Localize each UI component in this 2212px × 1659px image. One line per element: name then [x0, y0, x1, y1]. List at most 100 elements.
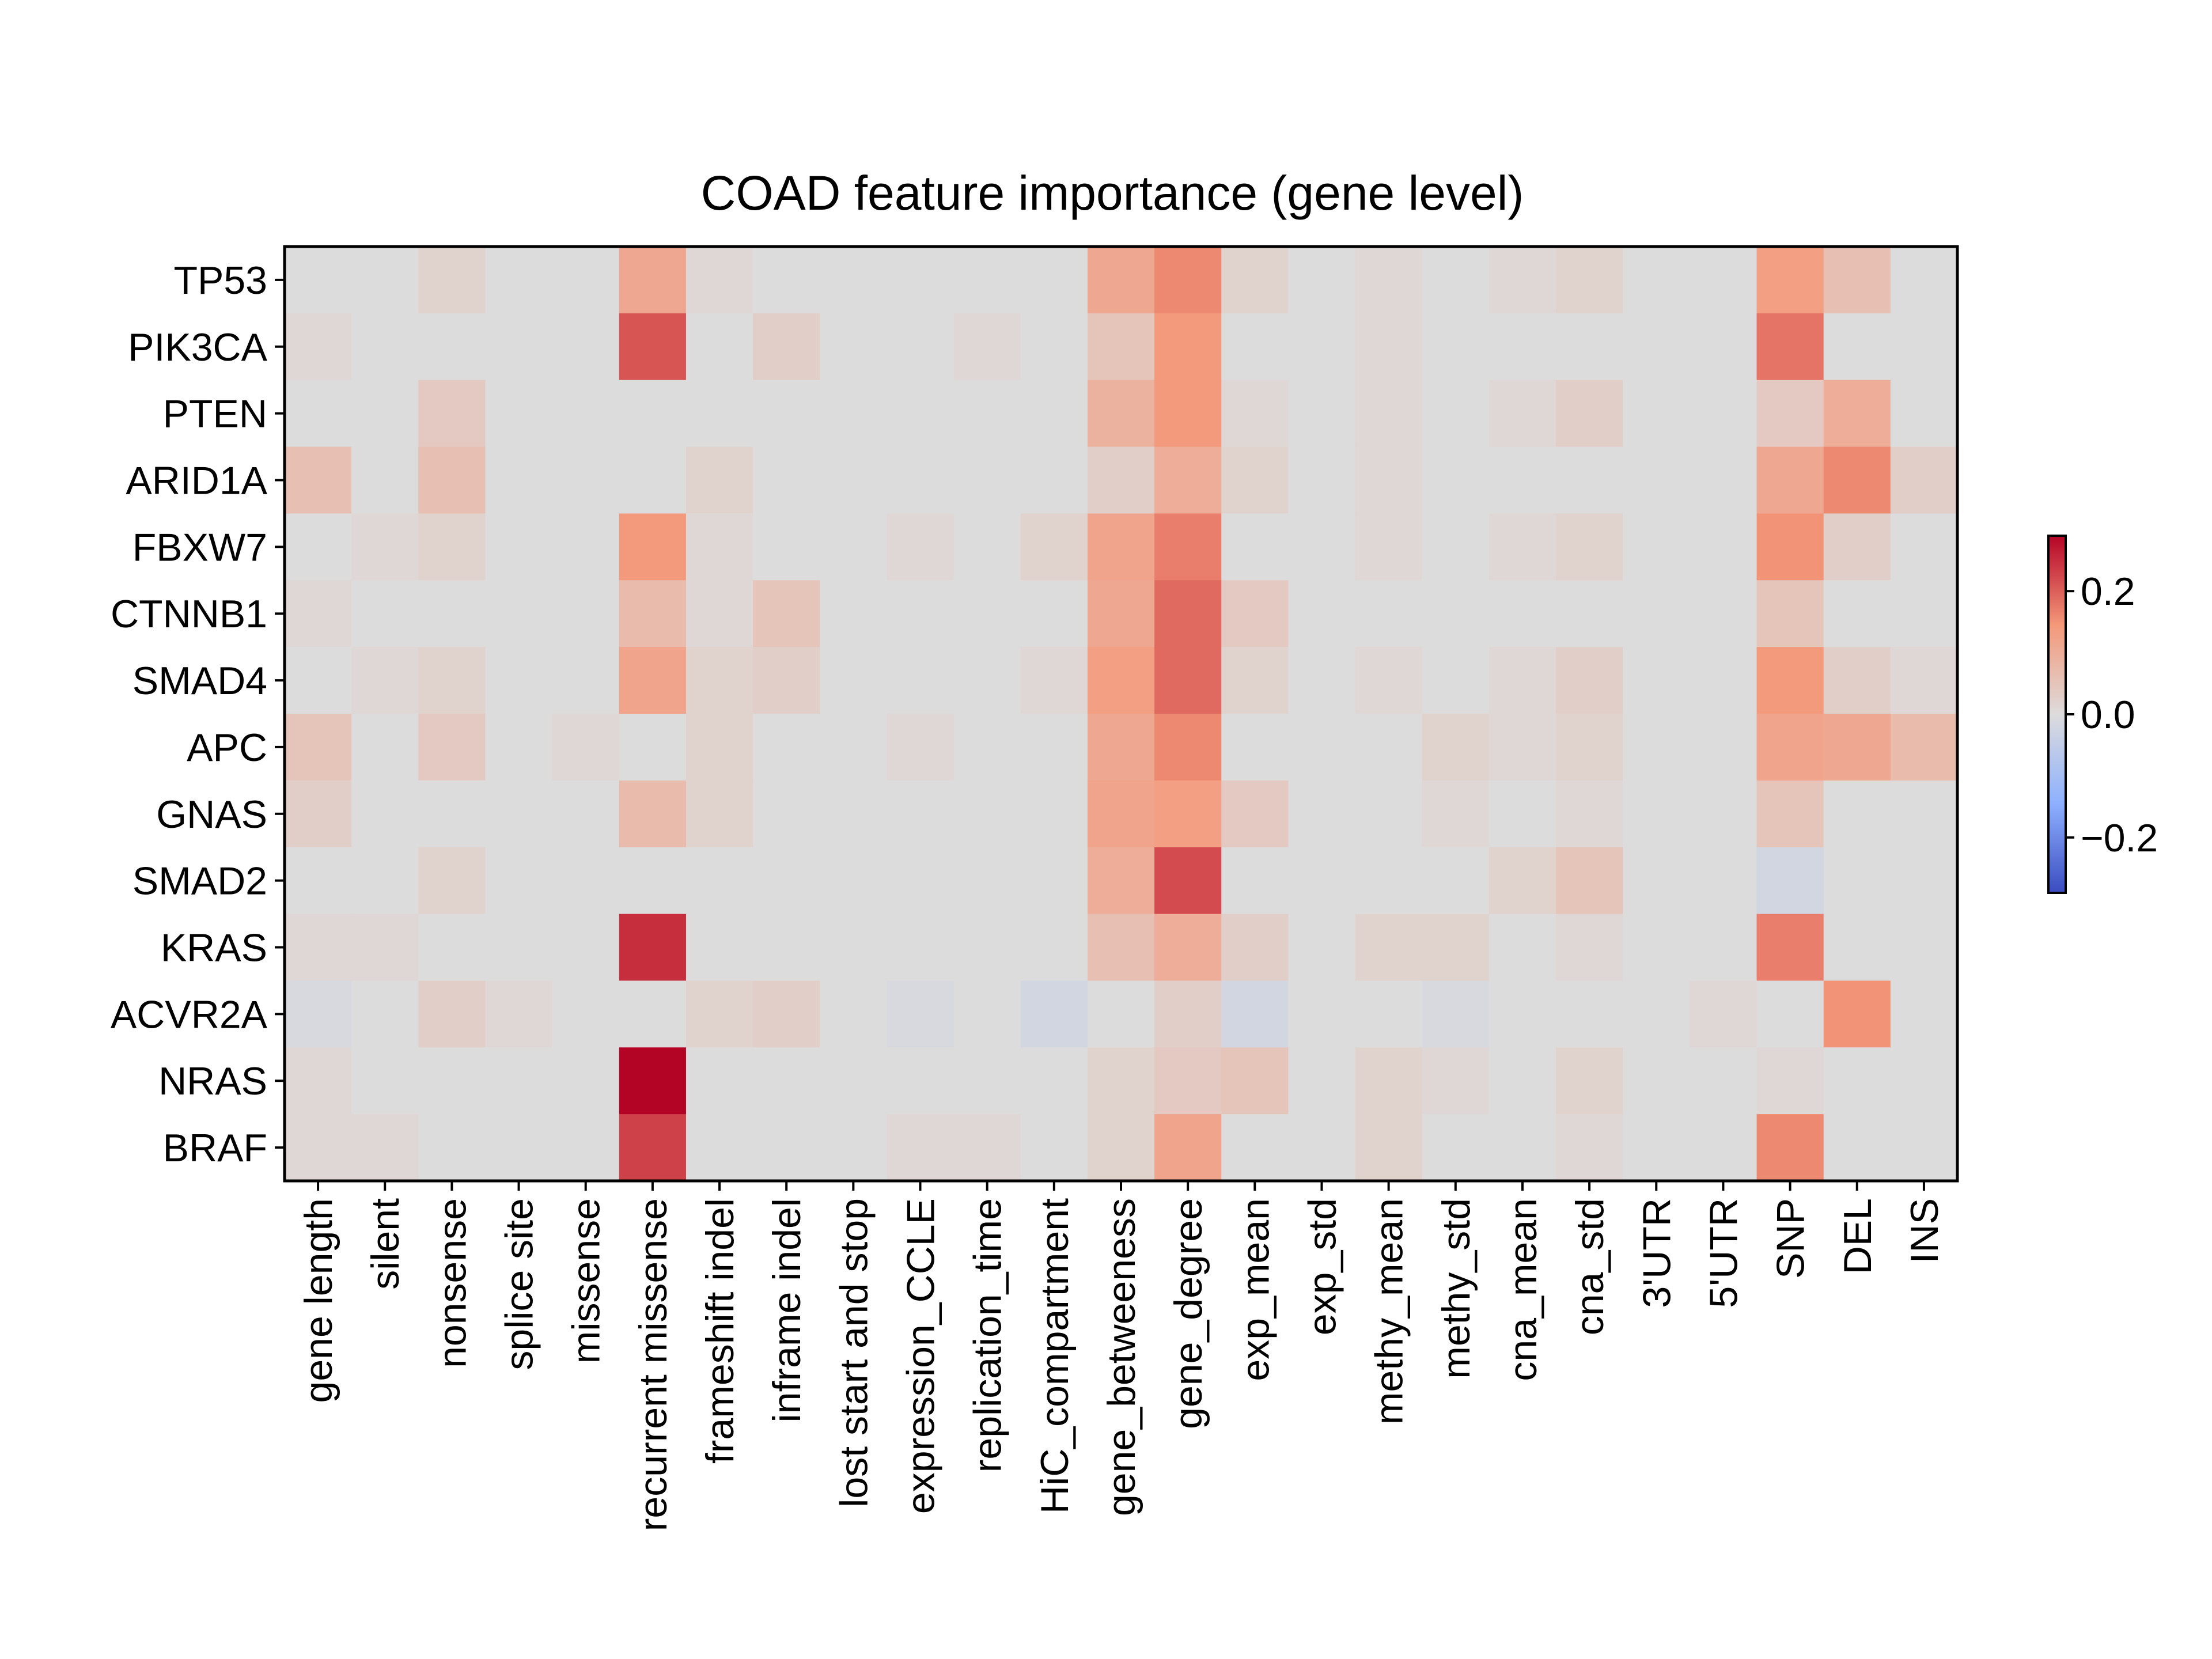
heatmap-cell: [753, 714, 820, 781]
heatmap-cell: [418, 780, 486, 848]
heatmap-cell: [1422, 780, 1490, 848]
heatmap-cell: [351, 247, 419, 314]
heatmap-cell: [1690, 446, 1758, 514]
heatmap-cell: [1623, 647, 1690, 714]
heatmap-cell: [1355, 847, 1423, 915]
heatmap-cell: [418, 513, 486, 581]
heatmap-cell: [1623, 1047, 1690, 1115]
heatmap-cell: [1288, 847, 1356, 915]
heatmap-cell: [418, 847, 486, 915]
heatmap-cell: [619, 647, 687, 714]
heatmap-cell: [619, 446, 687, 514]
heatmap-cell: [1288, 313, 1356, 381]
heatmap-cell: [485, 647, 553, 714]
heatmap-cell: [1556, 446, 1623, 514]
heatmap-cell: [1823, 1047, 1891, 1115]
heatmap-cell: [552, 313, 620, 381]
heatmap-cell: [1690, 780, 1758, 848]
heatmap-cell: [1690, 914, 1758, 982]
heatmap-cell: [1690, 647, 1758, 714]
heatmap-cell: [1488, 1047, 1556, 1115]
heatmap-cell: [685, 380, 753, 448]
heatmap-cell: [1087, 914, 1155, 982]
heatmap-cell: [1221, 980, 1289, 1048]
x-tick-label: exp_std: [1300, 1198, 1344, 1335]
heatmap-cell: [753, 780, 820, 848]
heatmap-cell: [1488, 513, 1556, 581]
y-tick-label: PTEN: [163, 392, 267, 436]
heatmap-cell: [485, 580, 553, 647]
x-axis: gene length silent nonsense splice site miss…: [297, 1181, 1946, 1531]
heatmap-cell: [753, 380, 820, 448]
heatmap-cell: [619, 980, 687, 1048]
heatmap-cell: [1488, 980, 1556, 1048]
x-tick-label: gene length: [297, 1198, 340, 1403]
heatmap-cell: [1488, 714, 1556, 781]
heatmap-cell: [1087, 313, 1155, 381]
heatmap-cell: [685, 980, 753, 1048]
heatmap-cell: [619, 780, 687, 848]
heatmap-cell: [1020, 1047, 1088, 1115]
heatmap-cell: [1756, 380, 1824, 448]
x-tick-label: DEL: [1836, 1198, 1880, 1274]
heatmap-cell: [1355, 247, 1423, 314]
heatmap-cell: [1422, 914, 1490, 982]
heatmap-cell: [552, 1114, 620, 1181]
heatmap-cell: [1556, 914, 1623, 982]
heatmap-cell: [953, 513, 1021, 581]
heatmap-cell: [285, 380, 352, 448]
heatmap-cell: [351, 914, 419, 982]
heatmap-cell: [418, 247, 486, 314]
heatmap-cell: [285, 780, 352, 848]
heatmap-cell: [1221, 1114, 1289, 1181]
heatmap-cell: [1355, 780, 1423, 848]
heatmap-cell: [685, 780, 753, 848]
heatmap-cell: [887, 980, 955, 1048]
x-tick-label: methy_std: [1434, 1198, 1478, 1379]
heatmap-cell: [552, 513, 620, 581]
heatmap-cell: [1488, 580, 1556, 647]
heatmap-cell: [1288, 513, 1356, 581]
y-tick-label: CTNNB1: [111, 592, 267, 636]
heatmap-cell: [1087, 980, 1155, 1048]
heatmap-cell: [1690, 980, 1758, 1048]
chart-title: COAD feature importance (gene level): [701, 166, 1524, 220]
heatmap-cell: [820, 980, 888, 1048]
heatmap-cell: [619, 847, 687, 915]
heatmap-cell: [485, 380, 553, 448]
y-tick-label: PIK3CA: [128, 325, 268, 369]
heatmap-cell: [1154, 847, 1222, 915]
heatmap-cell: [1288, 980, 1356, 1048]
heatmap-cell: [552, 446, 620, 514]
heatmap-cell: [1823, 380, 1891, 448]
heatmap-cell: [552, 580, 620, 647]
heatmap-cell: [1154, 914, 1222, 982]
heatmap-cell: [552, 380, 620, 448]
heatmap-cell: [1087, 380, 1155, 448]
heatmap-cell: [1221, 313, 1289, 381]
x-tick-label: 5'UTR: [1702, 1198, 1745, 1308]
heatmap-cell: [1422, 647, 1490, 714]
heatmap-cell: [1756, 647, 1824, 714]
heatmap-cell: [619, 580, 687, 647]
heatmap-cell: [1556, 980, 1623, 1048]
heatmap-cell: [685, 580, 753, 647]
heatmap-cell: [418, 446, 486, 514]
heatmap-cell: [1020, 380, 1088, 448]
heatmap-cell: [887, 647, 955, 714]
x-tick-label: lost start and stop: [832, 1198, 876, 1508]
heatmap-cell: [753, 313, 820, 381]
heatmap-cell: [685, 446, 753, 514]
heatmap-cell: [351, 980, 419, 1048]
heatmap-cell: [1422, 380, 1490, 448]
heatmap-cell: [753, 580, 820, 647]
y-tick-label: SMAD4: [132, 659, 267, 703]
heatmap-cell: [485, 980, 553, 1048]
heatmap-cell: [1823, 313, 1891, 381]
heatmap-cell: [1890, 1047, 1958, 1115]
heatmap-cell: [1823, 247, 1891, 314]
heatmap-cell: [1221, 1047, 1289, 1115]
x-tick-label: recurrent missense: [631, 1198, 675, 1531]
heatmap-cell: [1823, 780, 1891, 848]
heatmap-cell: [1422, 1114, 1490, 1181]
